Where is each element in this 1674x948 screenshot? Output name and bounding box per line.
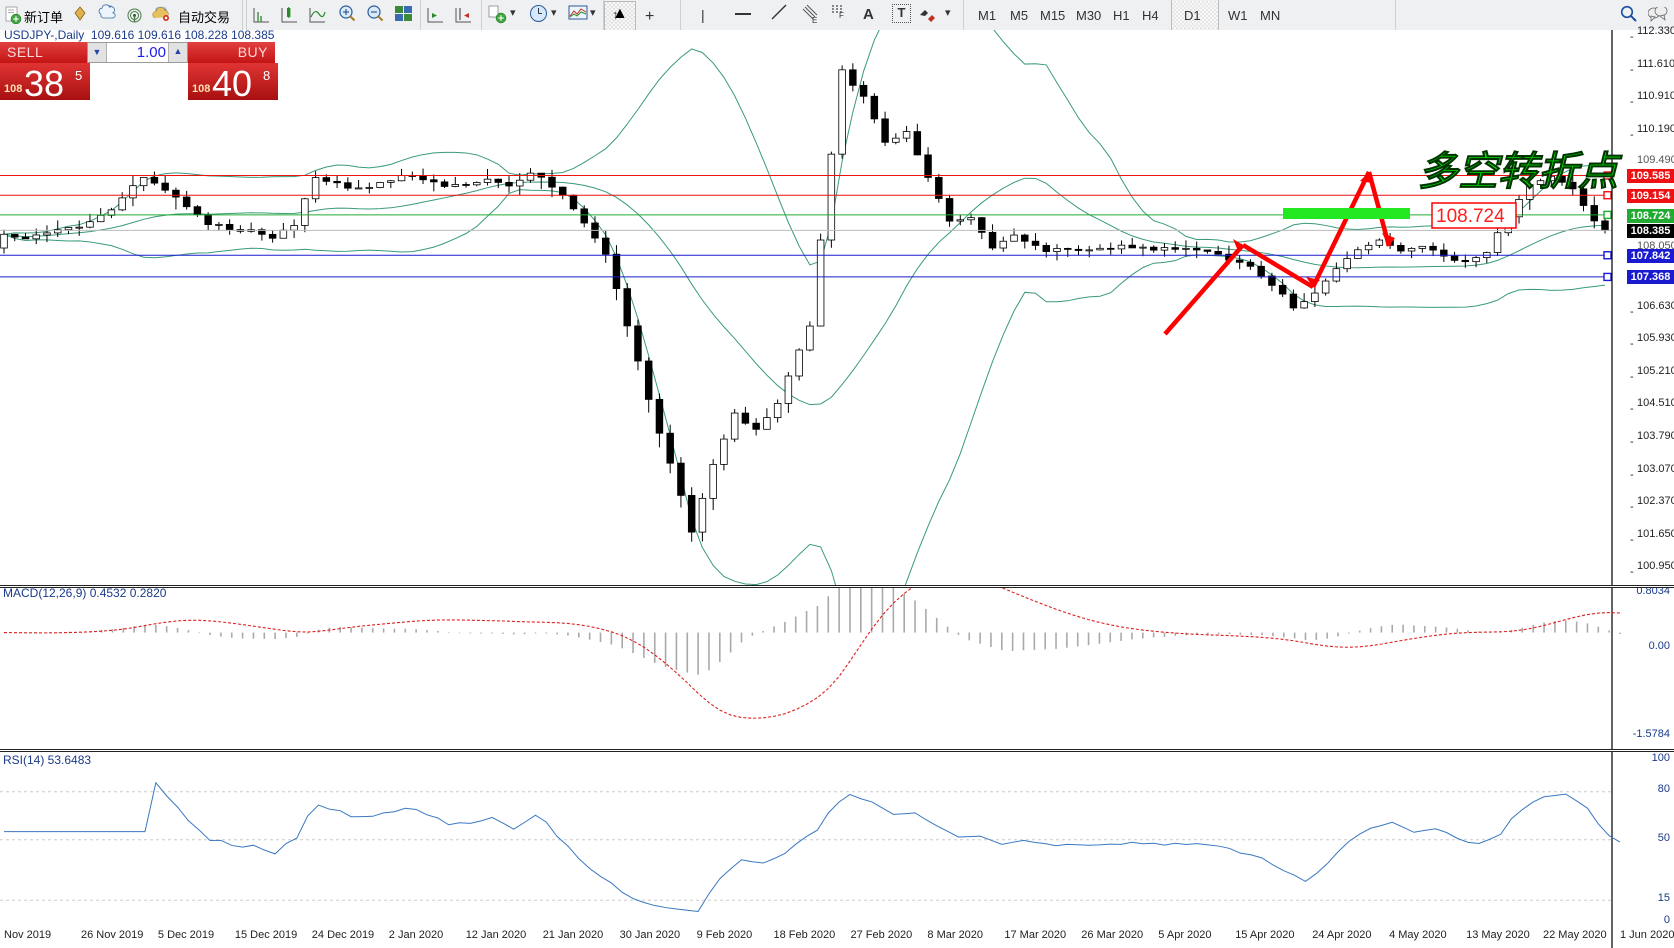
svg-text:F: F xyxy=(839,11,844,19)
svg-text:E: E xyxy=(812,16,817,24)
